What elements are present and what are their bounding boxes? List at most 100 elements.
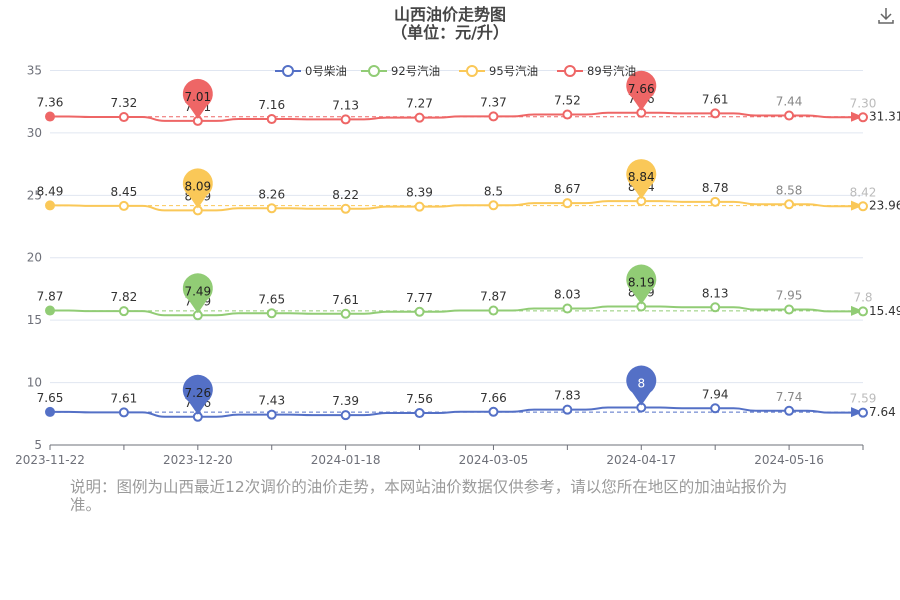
series-line — [50, 200, 863, 212]
data-point — [710, 302, 721, 313]
min-pin — [182, 168, 213, 209]
data-label: 7.13 — [332, 98, 359, 112]
data-point — [414, 201, 425, 212]
data-point — [710, 196, 721, 207]
x-tick-label: 2023-11-22 — [15, 453, 85, 467]
x-tick-label: 2024-04-17 — [606, 453, 676, 467]
legend-marker — [282, 65, 294, 77]
data-point — [118, 306, 129, 317]
legend-item[interactable]: 92号汽油 — [361, 64, 440, 78]
min-pin — [182, 273, 213, 314]
data-point — [784, 199, 795, 210]
data-label: 7.87 — [480, 290, 507, 304]
data-label: 7.44 — [776, 95, 803, 109]
data-label: 7.52 — [554, 94, 581, 108]
data-label: 7.94 — [702, 387, 729, 401]
data-label: 7.95 — [776, 289, 803, 303]
download-icon[interactable] — [876, 6, 896, 26]
min-pin — [182, 78, 213, 119]
average-lines: 7.64 15.49 23.96 31.31 — [50, 110, 900, 419]
y-tick-label: 15 — [27, 313, 42, 327]
legend-item[interactable]: 89号汽油 — [557, 64, 636, 78]
data-label: 7.37 — [480, 95, 507, 109]
data-label: 8.13 — [702, 286, 729, 300]
data-point — [488, 305, 499, 316]
data-point — [562, 303, 573, 314]
data-label: 7.66 — [480, 391, 507, 405]
legend[interactable]: 0号柴油 92号汽油 95号汽油 89号汽油 — [275, 64, 636, 78]
chart-subtitle: （单位：元/升） — [391, 23, 509, 42]
y-tick-label: 20 — [27, 251, 42, 265]
data-label: 7.61 — [332, 293, 359, 307]
y-tick-label: 5 — [34, 438, 42, 452]
max-pin — [626, 159, 657, 200]
marker-pins: 8 7.26 8.19 7.49 8.84 8.09 7.66 7.01 — [182, 70, 657, 415]
data-point — [488, 111, 499, 122]
data-point — [562, 109, 573, 120]
average-value-label: 15.49 — [869, 304, 900, 318]
data-point — [562, 404, 573, 415]
legend-item[interactable]: 95号汽油 — [459, 64, 538, 78]
data-label: 8.67 — [554, 182, 581, 196]
y-tick-label: 30 — [27, 126, 42, 140]
data-label: 7.16 — [258, 98, 285, 112]
data-label: 7.82 — [111, 290, 138, 304]
data-point — [118, 407, 129, 418]
footnote: 说明：图例为山西最近12次调价的油价走势，本网站油价数据仅供参考，请以您所在地区… — [70, 478, 788, 514]
data-point — [340, 308, 351, 319]
average-value-label: 23.96 — [869, 199, 900, 213]
data-label: 8.42 — [850, 185, 877, 199]
legend-marker — [466, 65, 478, 77]
data-label: 7.32 — [111, 96, 138, 110]
data-label: 7.36 — [37, 96, 64, 110]
data-point — [414, 306, 425, 317]
data-point — [562, 198, 573, 209]
average-value-label: 31.31 — [869, 110, 900, 124]
max-pin-label: 8 — [637, 377, 645, 391]
data-point — [45, 111, 55, 122]
data-point — [710, 403, 721, 414]
data-point — [266, 203, 277, 214]
y-tick-label: 25 — [27, 188, 42, 202]
data-labels: 7.65 7.61 7.26 7.43 7.39 7.56 7.66 7.83 7.94 7.74… — [37, 92, 877, 410]
x-tick-label: 2024-05-16 — [754, 453, 824, 467]
data-point — [266, 114, 277, 125]
data-label: 8.45 — [111, 185, 138, 199]
x-tick-label: 2024-03-05 — [459, 453, 529, 467]
legend-label: 0号柴油 — [305, 64, 347, 78]
data-label: 8.78 — [702, 181, 729, 195]
legend-label: 95号汽油 — [489, 64, 538, 78]
data-point — [488, 406, 499, 417]
data-point — [45, 305, 55, 316]
x-tick-label: 2023-12-20 — [163, 453, 233, 467]
data-label: 8.49 — [37, 184, 64, 198]
min-pin — [182, 374, 213, 415]
data-label: 8.39 — [406, 186, 433, 200]
legend-label: 92号汽油 — [391, 64, 440, 78]
data-label: 7.65 — [258, 292, 285, 306]
average-value-label: 7.64 — [869, 405, 896, 419]
data-point — [858, 112, 868, 123]
data-label: 8.22 — [332, 188, 359, 202]
data-label: 8.5 — [484, 184, 503, 198]
data-point — [784, 110, 795, 121]
data-label: 8.58 — [776, 183, 803, 197]
data-label: 7.43 — [258, 394, 285, 408]
data-point — [340, 410, 351, 421]
data-label: 7.39 — [332, 394, 359, 408]
data-point — [340, 203, 351, 214]
data-point — [118, 112, 129, 123]
min-pin-label: 7.01 — [184, 90, 211, 104]
data-point — [340, 114, 351, 125]
data-point — [858, 201, 868, 212]
data-label: 7.77 — [406, 291, 433, 305]
y-tick-label: 35 — [27, 63, 42, 77]
max-pin-label: 8.84 — [628, 170, 655, 184]
min-pin-label: 8.09 — [184, 179, 211, 193]
legend-marker — [368, 65, 380, 77]
legend-item[interactable]: 0号柴油 — [275, 64, 347, 78]
data-label: 7.87 — [37, 290, 64, 304]
max-pin — [626, 365, 657, 406]
min-pin-label: 7.26 — [184, 386, 211, 400]
